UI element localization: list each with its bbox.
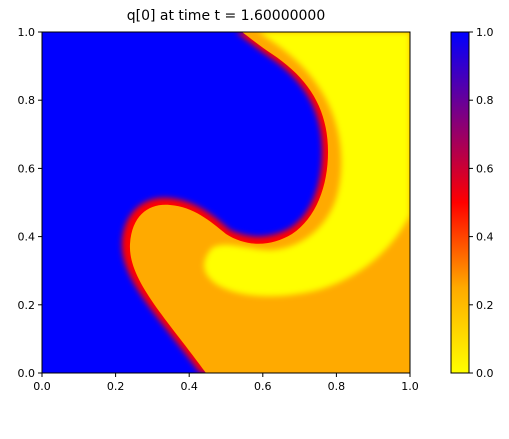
x-tick-label: 0.6 <box>254 380 272 393</box>
colorbar <box>450 31 470 374</box>
x-tick-label: 0.8 <box>328 380 346 393</box>
chart-title: q[0] at time t = 1.60000000 <box>127 8 326 24</box>
y-tick-label: 0.2 <box>18 299 36 312</box>
x-tick-label: 0.0 <box>33 380 51 393</box>
y-axis: 0.0 0.2 0.4 0.6 0.8 1.0 <box>18 26 42 380</box>
x-tick-label: 0.2 <box>107 380 125 393</box>
y-tick-label: 0.0 <box>18 367 36 380</box>
colorbar-tick-label: 0.6 <box>476 162 494 175</box>
x-tick-label: 1.0 <box>401 380 419 393</box>
y-tick-label: 0.8 <box>18 94 36 107</box>
colorbar-tick-label: 0.8 <box>476 94 494 107</box>
colorbar-axis: 0.0 0.2 0.4 0.6 0.8 1.0 <box>469 26 494 380</box>
x-axis: 0.0 0.2 0.4 0.6 0.8 1.0 <box>33 373 419 393</box>
region-low <box>204 32 410 297</box>
y-tick-label: 0.4 <box>18 231 36 244</box>
colorbar-tick-label: 1.0 <box>476 26 494 39</box>
plot-frame <box>41 31 411 374</box>
plot-area <box>42 32 410 373</box>
colorbar-tick-label: 0.0 <box>476 367 494 380</box>
y-tick-label: 0.6 <box>18 162 36 175</box>
colorbar-tick-label: 0.4 <box>476 231 494 244</box>
x-tick-label: 0.4 <box>180 380 198 393</box>
colorbar-tick-label: 0.2 <box>476 299 494 312</box>
y-tick-label: 1.0 <box>18 26 36 39</box>
